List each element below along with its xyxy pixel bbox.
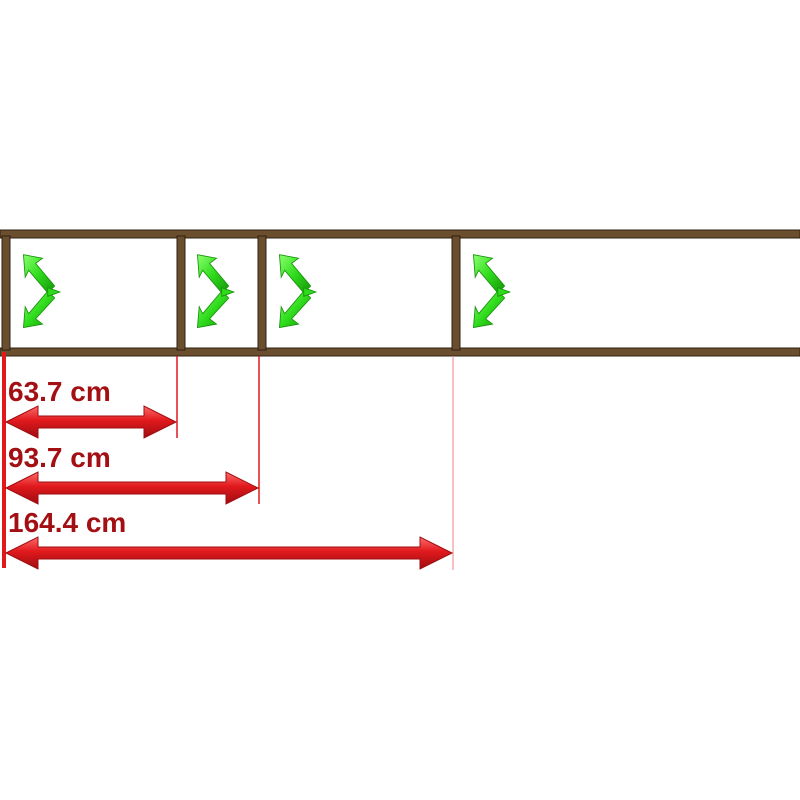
opening-arrows <box>22 254 511 329</box>
green-swing-arrow-icon <box>472 254 511 329</box>
dimension-labels: 63.7 cm 93.7 cm 164.4 cm <box>8 376 126 538</box>
top-rail <box>0 229 800 239</box>
dimension-label-3: 164.4 cm <box>8 507 126 538</box>
divider-2 <box>257 235 267 351</box>
shelf-frame <box>0 229 800 357</box>
dimension-arrow-1 <box>4 405 178 439</box>
divider-3 <box>451 235 461 351</box>
bottom-rail <box>0 347 800 357</box>
origin-guide-line <box>2 352 6 568</box>
divider-0 <box>1 235 11 351</box>
dimension-guides <box>2 352 454 570</box>
dimension-label-2: 93.7 cm <box>8 442 111 473</box>
divider-1 <box>176 235 186 351</box>
dimension-arrow-3 <box>4 536 454 570</box>
green-swing-arrow-icon <box>196 254 235 329</box>
dimension-label-1: 63.7 cm <box>8 376 111 407</box>
dimension-arrows <box>4 405 454 570</box>
green-swing-arrow-icon <box>22 254 61 329</box>
dimension-arrow-2 <box>4 471 260 505</box>
green-swing-arrow-icon <box>278 254 317 329</box>
